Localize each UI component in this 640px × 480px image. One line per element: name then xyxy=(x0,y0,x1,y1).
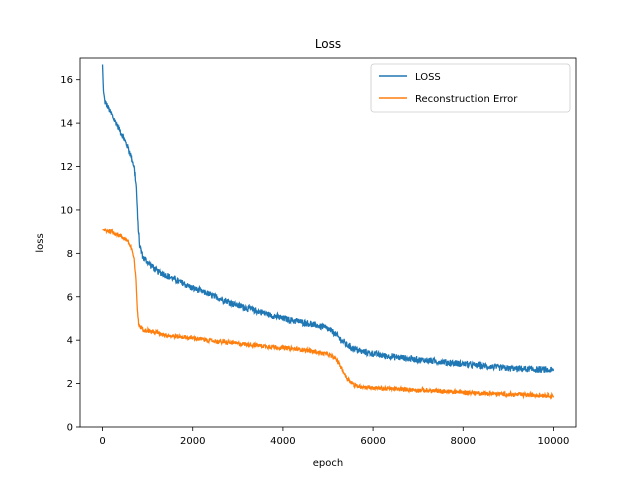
axes-frame xyxy=(79,57,577,428)
x-tick-label: 0 xyxy=(99,436,105,447)
x-tick-label: 8000 xyxy=(451,436,476,447)
y-tick-label: 6 xyxy=(67,292,73,303)
legend-box xyxy=(370,63,571,113)
plot-area xyxy=(101,64,555,400)
legend-label: Reconstruction Error xyxy=(415,94,518,105)
x-axis-label: epoch xyxy=(313,458,343,469)
series-line-0 xyxy=(101,64,555,373)
axes: 0 2000 4000 6000 8000 10000 0 2 4 6 8 10 12 14 16 xyxy=(60,57,577,447)
x-tick-label: 2000 xyxy=(180,436,205,447)
y-tick-label: 16 xyxy=(60,75,73,86)
legend-label: LOSS xyxy=(415,72,441,83)
legend: LOSS Reconstruction Error xyxy=(370,63,571,113)
x-tick-label: 10000 xyxy=(538,436,570,447)
series-line-1 xyxy=(102,228,555,400)
y-tick-label: 0 xyxy=(67,423,73,434)
y-tick-label: 4 xyxy=(67,336,73,347)
y-axis-label: loss xyxy=(35,233,46,252)
y-tick-label: 2 xyxy=(67,379,73,390)
y-tick-label: 8 xyxy=(67,249,73,260)
y-tick-label: 12 xyxy=(60,162,73,173)
y-tick-label: 10 xyxy=(60,205,73,216)
y-tick-label: 14 xyxy=(60,119,73,130)
x-tick-label: 4000 xyxy=(270,436,295,447)
x-tick-label: 6000 xyxy=(360,436,385,447)
chart-title: Loss xyxy=(315,37,341,51)
